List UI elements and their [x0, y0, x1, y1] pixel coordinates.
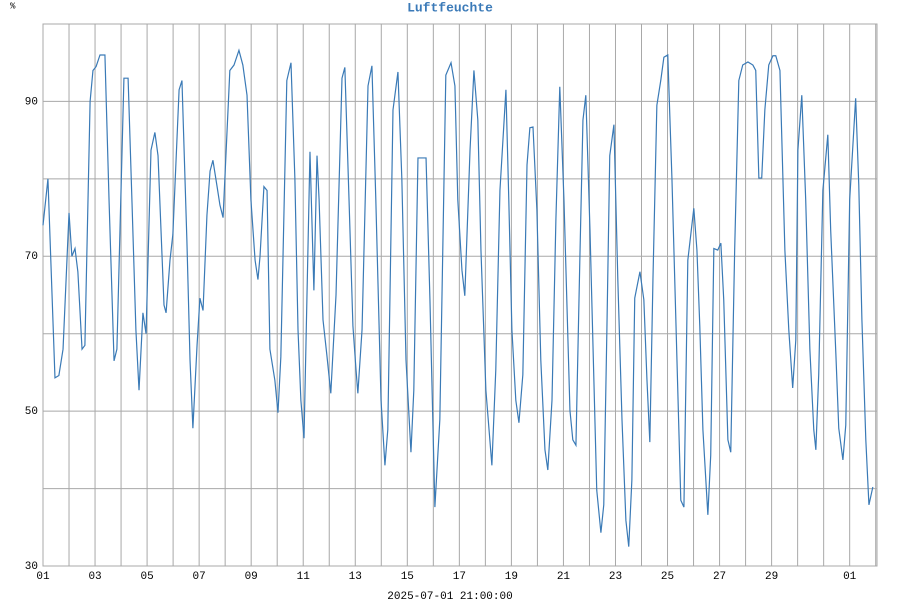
x-tick-label: 15 — [401, 571, 414, 583]
x-tick-label: 13 — [349, 571, 362, 583]
x-tick-label: 25 — [661, 571, 674, 583]
x-tick-label: 09 — [245, 571, 258, 583]
x-axis-label: 2025-07-01 21:00:00 — [387, 591, 512, 600]
x-tick-label: 29 — [765, 571, 778, 583]
x-tick-label: 27 — [713, 571, 726, 583]
x-tick-label: 01 — [843, 571, 857, 583]
x-tick-label: 03 — [88, 571, 101, 583]
x-tick-label: 19 — [505, 571, 518, 583]
y-tick-label: 70 — [25, 251, 38, 263]
data-line — [42, 48, 874, 547]
x-tick-label: 23 — [609, 571, 622, 583]
x-tick-label: 21 — [557, 571, 571, 583]
y-tick-label: 30 — [25, 561, 38, 573]
x-tick-label: 11 — [297, 571, 311, 583]
y-tick-label: 90 — [25, 96, 38, 108]
x-tick-label: 01 — [36, 571, 50, 583]
y-axis-unit: % — [10, 1, 16, 11]
plot-area — [42, 23, 878, 567]
x-tick-label: 17 — [453, 571, 466, 583]
x-tick-label: 07 — [193, 571, 206, 583]
chart-title: Luftfeuchte — [407, 0, 493, 15]
y-tick-label: 50 — [25, 406, 38, 418]
x-tick-label: 05 — [140, 571, 153, 583]
